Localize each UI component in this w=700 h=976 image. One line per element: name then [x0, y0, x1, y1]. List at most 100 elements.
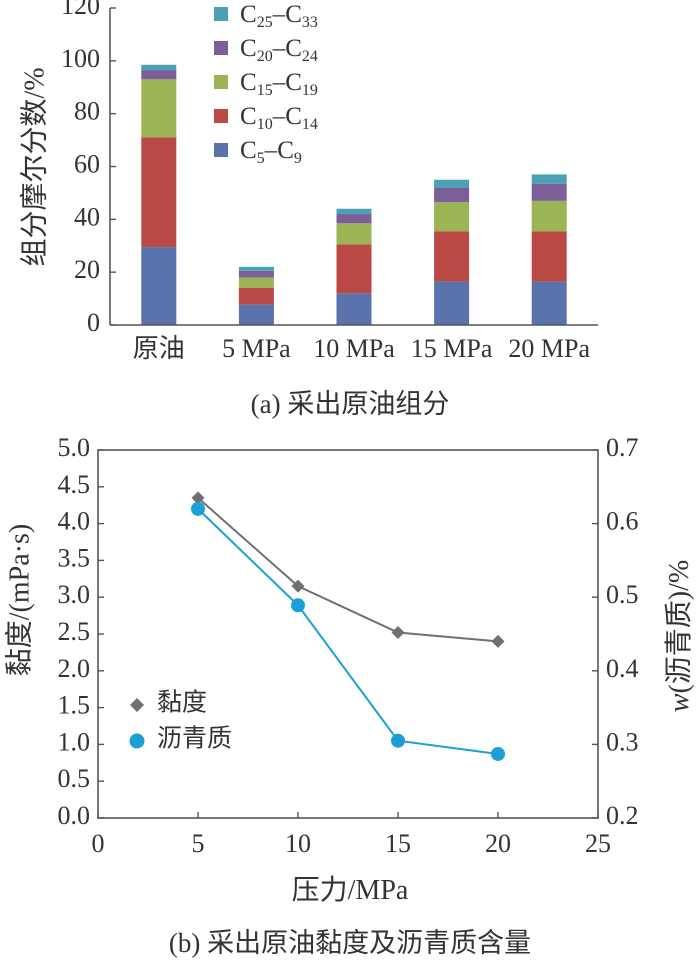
right-y-tick-label: 0.4: [606, 654, 639, 683]
y-axis-label-right: w(沥青质)/%: [663, 560, 695, 712]
legend-marker-diamond: [130, 698, 144, 712]
left-y-tick-label: 1.0: [58, 727, 91, 756]
legend-label-base: C: [240, 103, 257, 130]
plot-frame: [97, 449, 599, 819]
right-y-tick-label: 0.6: [606, 507, 639, 536]
y-tick-label: 120: [61, 0, 100, 20]
bar-segment-s4-c1: [238, 266, 274, 271]
bar-segment-s1-c2: [336, 244, 372, 294]
y-tick-label: 80: [74, 97, 100, 126]
legend-marker-circle: [129, 733, 145, 749]
bar-segment-s0-c1: [238, 304, 274, 325]
bar-segment-s2-c3: [434, 202, 470, 232]
legend-label-mid: –C: [272, 103, 302, 130]
legend-label: 沥青质: [157, 725, 232, 753]
left-y-tick-label: 4.0: [58, 507, 91, 536]
x-tick-label: 25: [585, 829, 611, 858]
y-tick-label: 20: [74, 255, 100, 284]
x-tick-label: 20: [485, 829, 511, 858]
bar-segment-s3-c1: [238, 270, 274, 278]
x-tick-label: 5: [192, 829, 205, 858]
legend-swatch: [214, 41, 228, 55]
y-tick-layer: 0 20 40 60 80 100 120: [61, 0, 116, 337]
x-tick-layer: 原油 5 MPa 10 MPa 15 MPa 20 MPa: [133, 334, 591, 363]
legend-label-mid: –C: [272, 35, 302, 62]
data-point-circle: [491, 746, 505, 761]
data-point-circle: [291, 598, 305, 613]
x-axis-label: 压力/MPa: [292, 874, 409, 906]
legend-label-sub: 20: [257, 48, 273, 65]
y-axis-label-left: 黏度/(mPa·s): [3, 524, 35, 676]
x-tick-label: 原油: [133, 334, 185, 363]
bar-segment-s2-c0: [141, 79, 177, 138]
left-y-tick-label: 3.0: [58, 580, 91, 609]
data-point-circle: [391, 733, 405, 748]
legend-label-base: C: [240, 35, 257, 62]
x-tick-label: 20 MPa: [508, 334, 590, 363]
series-line-1: [197, 508, 499, 755]
bar-layer: [141, 64, 567, 325]
legend-label-sub: 33: [302, 14, 318, 31]
left-y-tick-label: 0.0: [58, 801, 91, 830]
legend-label-base: C: [240, 1, 257, 28]
x-tick-label: 15 MPa: [411, 334, 493, 363]
legend-label: C15–C19: [240, 69, 318, 99]
bar-segment-s0-c2: [336, 293, 372, 325]
data-point-circle: [191, 501, 205, 516]
y-tick-label: 100: [61, 44, 100, 73]
bar-segment-s0-c3: [434, 281, 470, 325]
y-axis-label-right-italic: w: [664, 693, 695, 712]
bar-segment-s1-c0: [141, 137, 177, 248]
legend-label-sub: 5: [257, 150, 265, 167]
right-y-tick-label: 0.3: [606, 727, 639, 756]
bar-segment-s3-c0: [141, 70, 177, 80]
bar-segment-s4-c2: [336, 208, 372, 215]
x-tick-label: 10 MPa: [313, 334, 395, 363]
bar-segment-s4-c0: [141, 64, 177, 71]
y-axis-label: 组分摩尔分数/%: [18, 67, 50, 266]
legend-swatch: [214, 7, 228, 21]
bar-segment-s0-c0: [141, 247, 177, 325]
legend-label-sub: 15: [257, 82, 273, 99]
bar-segment-s2-c4: [531, 200, 567, 232]
right-y-tick-label: 0.2: [606, 801, 639, 830]
bar-segment-s3-c4: [531, 183, 567, 201]
series-layer: [191, 491, 505, 761]
left-y-tick-label: 2.5: [58, 617, 91, 646]
series-line-0: [197, 497, 499, 643]
left-y-tick-label: 2.0: [58, 654, 91, 683]
left-y-tick-label: 3.5: [58, 543, 91, 572]
legend-label: C25–C33: [240, 1, 318, 31]
bar-segment-s3-c3: [434, 187, 470, 203]
x-tick-label: 15: [385, 829, 411, 858]
legend-label-mid: –C: [264, 137, 294, 164]
y-axis-label-right-rest: (沥青质)/%: [663, 560, 695, 694]
legend-label-sub: 14: [302, 116, 318, 133]
bar-segment-s1-c3: [434, 231, 470, 282]
data-point-diamond: [191, 491, 205, 505]
caption-b: (b) 采出原油黏度及沥青质含量: [169, 928, 531, 958]
legend-swatch: [214, 109, 228, 123]
data-point-diamond: [291, 579, 305, 593]
left-y-tick-label: 1.5: [58, 691, 91, 720]
bar-segment-s1-c4: [531, 231, 567, 282]
legend-swatch: [214, 75, 228, 89]
legend-label-base: C: [240, 137, 257, 164]
bar-segment-s2-c2: [336, 223, 372, 245]
y-tick-label: 40: [74, 202, 100, 231]
right-y-tick-label: 0.5: [606, 580, 639, 609]
bar-segment-s1-c1: [238, 288, 274, 305]
bar-segment-s3-c2: [336, 214, 372, 224]
bar-segment-s0-c4: [531, 281, 567, 325]
bar-segment-s4-c3: [434, 179, 470, 188]
y-tick-label: 60: [74, 149, 100, 178]
legend-label-base: C: [240, 69, 257, 96]
right-y-tick-layer: 0.2 0.3 0.4 0.5 0.6 0.7: [592, 433, 639, 830]
legend-label-mid: –C: [272, 1, 302, 28]
left-y-tick-label: 5.0: [58, 433, 91, 462]
right-y-tick-label: 0.7: [606, 433, 639, 462]
left-y-tick-label: 0.5: [58, 764, 91, 793]
